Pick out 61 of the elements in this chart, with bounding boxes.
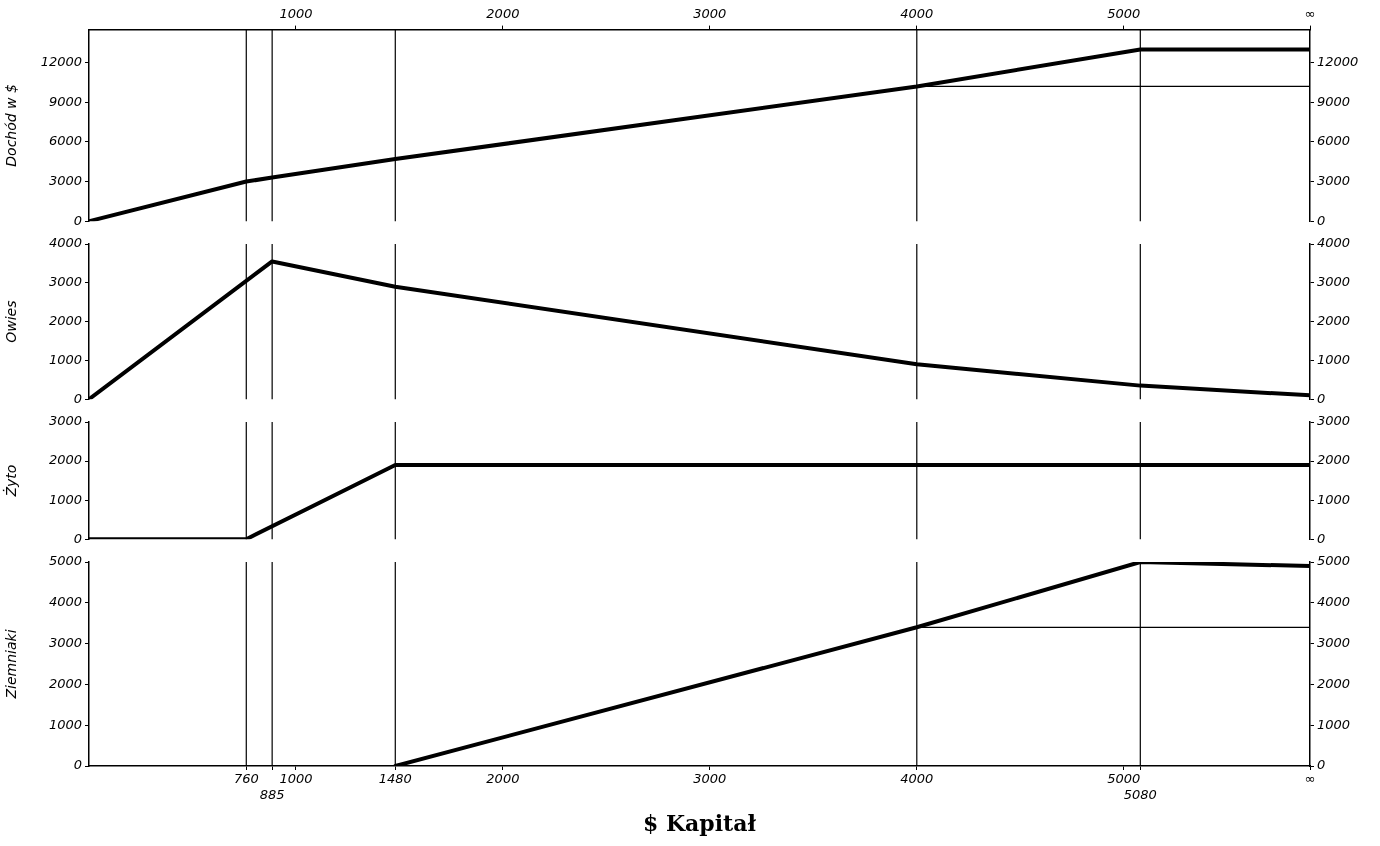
x2-tick-label: 1000 [279, 6, 313, 22]
x-tick-label: 2000 [486, 771, 520, 787]
y-axis-title: Żyto [2, 464, 20, 498]
x2-tick-label: ∞ [1304, 6, 1316, 22]
y-tick-label: 2000 [48, 312, 82, 328]
y-axis-title: Owies [3, 300, 20, 343]
ref-line-label: 885 [259, 786, 285, 802]
y2-tick-label: 2000 [1317, 452, 1351, 468]
x-tick-label: 5000 [1107, 771, 1141, 787]
y2-tick-label: 2000 [1317, 675, 1351, 691]
x-tick-label: ∞ [1304, 771, 1316, 787]
y2-tick-label: 4000 [1317, 235, 1351, 251]
y-tick-label: 4000 [48, 235, 82, 251]
y-tick-label: 0 [73, 212, 82, 228]
y-tick-label: 1000 [48, 716, 82, 732]
y2-tick-label: 3000 [1317, 413, 1351, 429]
y-tick-label: 0 [73, 390, 82, 406]
y2-tick-label: 0 [1317, 757, 1326, 773]
y-tick-label: 1000 [48, 351, 82, 367]
x-tick-label: 760 [233, 771, 259, 787]
y2-tick-label: 0 [1317, 212, 1326, 228]
x2-tick-label: 3000 [693, 6, 727, 22]
x2-tick-label: 4000 [900, 6, 934, 22]
y-tick-label: 12000 [40, 54, 82, 70]
y-tick-label: 3000 [48, 274, 82, 290]
y-tick-label: 3000 [48, 172, 82, 188]
y-tick-label: 2000 [48, 452, 82, 468]
y2-tick-label: 12000 [1317, 54, 1359, 70]
x-tick-label: 1000 [279, 771, 313, 787]
y-tick-label: 5000 [48, 553, 82, 569]
y2-tick-label: 0 [1317, 390, 1326, 406]
y2-tick-label: 2000 [1317, 312, 1351, 328]
y-tick-label: 3000 [48, 634, 82, 650]
y-tick-label: 2000 [48, 675, 82, 691]
y2-tick-label: 1000 [1317, 491, 1351, 507]
x2-tick-label: 2000 [486, 6, 520, 22]
y2-tick-label: 1000 [1317, 351, 1351, 367]
y2-tick-label: 0 [1317, 530, 1326, 546]
y2-tick-label: 5000 [1317, 553, 1351, 569]
x-tick-label: 1480 [378, 771, 412, 787]
y2-tick-label: 3000 [1317, 172, 1351, 188]
y-tick-label: 6000 [48, 133, 82, 149]
y-tick-label: 1000 [48, 491, 82, 507]
y-tick-label: 3000 [48, 413, 82, 429]
x-tick-label: 3000 [693, 771, 727, 787]
y-tick-label: 0 [73, 757, 82, 773]
x2-tick-label: 5000 [1107, 6, 1141, 22]
y-axis-title: Dochód w $ [3, 84, 20, 167]
y2-tick-label: 4000 [1317, 594, 1351, 610]
y-tick-label: 9000 [48, 93, 82, 109]
ref-line-label: 5080 [1123, 786, 1157, 802]
y2-tick-label: 9000 [1317, 93, 1351, 109]
y2-tick-label: 6000 [1317, 133, 1351, 149]
y2-tick-label: 3000 [1317, 274, 1351, 290]
y2-tick-label: 1000 [1317, 716, 1351, 732]
x-axis-title: $ Kapitał [643, 809, 757, 836]
y-tick-label: 0 [73, 530, 82, 546]
y-tick-label: 4000 [48, 594, 82, 610]
y2-tick-label: 3000 [1317, 634, 1351, 650]
x-tick-label: 4000 [900, 771, 934, 787]
y-axis-title: Ziemniaki [3, 629, 20, 700]
